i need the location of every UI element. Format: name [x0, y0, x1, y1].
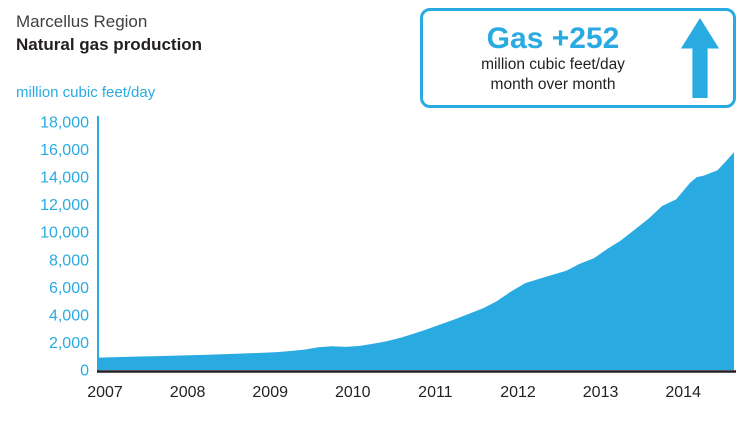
x-tick-label: 2013	[583, 384, 619, 401]
x-tick-label: 2011	[418, 384, 453, 401]
y-tick-label: 10,000	[40, 225, 89, 242]
callout-delta-value: +252	[551, 22, 620, 56]
x-tick-label: 2010	[335, 384, 371, 401]
callout-period-text: month over month	[490, 75, 616, 93]
y-tick-label: 14,000	[40, 170, 89, 187]
month-over-month-callout: Gas +252 million cubic feet/day month ov…	[420, 8, 736, 108]
x-tick-label: 2009	[252, 384, 288, 401]
x-tick-label: 2007	[87, 384, 123, 401]
callout-headline: Gas +252	[431, 22, 675, 55]
chart-metric-title: Natural gas production	[16, 35, 203, 54]
y-tick-label: 4,000	[49, 307, 89, 324]
y-tick-label: 12,000	[40, 197, 89, 214]
x-tick-label: 2014	[665, 384, 701, 401]
area-series	[98, 152, 734, 370]
callout-unit-text: million cubic feet/day	[481, 56, 625, 74]
callout-gas-label: Gas	[486, 22, 544, 56]
up-arrow-icon	[680, 18, 720, 98]
chart-title-block: Marcellus Region Natural gas production	[16, 12, 202, 55]
y-tick-label: 16,000	[40, 142, 89, 159]
y-axis-unit-label: million cubic feet/day	[16, 84, 156, 101]
y-tick-label: 18,000	[40, 115, 89, 132]
chart-region-title: Marcellus Region	[16, 12, 148, 31]
up-arrow-shape	[680, 18, 720, 98]
callout-text: Gas +252 million cubic feet/day month ov…	[431, 22, 675, 94]
y-tick-label: 6,000	[49, 280, 89, 297]
y-tick-label: 0	[80, 363, 89, 380]
x-tick-label: 2008	[170, 384, 206, 401]
x-tick-label: 2012	[500, 384, 536, 401]
y-tick-label: 8,000	[49, 252, 89, 269]
y-tick-label: 2,000	[49, 335, 89, 352]
